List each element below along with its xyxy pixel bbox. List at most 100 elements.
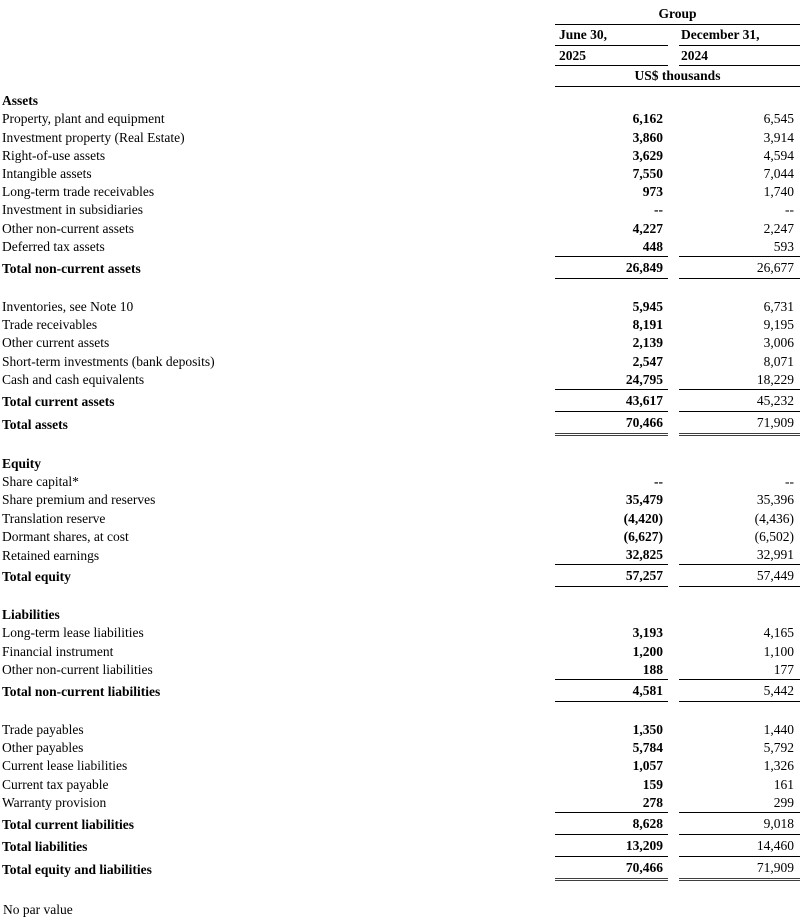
value-2024: 2,247 xyxy=(763,220,794,236)
column-gap xyxy=(668,794,679,813)
value-2024: (4,436) xyxy=(754,510,794,526)
value-2024: 1,440 xyxy=(763,722,794,738)
value-2024: 1,740 xyxy=(763,184,794,200)
value-2024: -- xyxy=(785,474,794,490)
row-label: Total assets xyxy=(2,416,68,432)
column-gap xyxy=(668,813,679,835)
value-2025: 35,479 xyxy=(625,492,663,508)
item-row: Right-of-use assets 3,629 4,594 xyxy=(0,147,800,165)
total-row: Total liabilities 13,209 14,460 xyxy=(0,834,800,858)
row-label: Short-term investments (bank deposits) xyxy=(2,353,215,369)
value-2025: 5,945 xyxy=(632,299,663,315)
row-label: Total equity and liabilities xyxy=(2,861,152,877)
column-gap xyxy=(668,643,679,661)
row-label: Assets xyxy=(2,93,38,109)
value-2024: 57,449 xyxy=(679,564,800,588)
row-label: Right-of-use assets xyxy=(2,147,106,163)
row-label: Translation reserve xyxy=(2,510,106,526)
value-2024 xyxy=(679,455,800,473)
value-2024: 71,909 xyxy=(679,411,800,437)
row-label: Liabilities xyxy=(2,607,60,623)
column-gap xyxy=(668,606,679,624)
column-gap xyxy=(668,473,679,491)
value-2025: 8,628 xyxy=(555,812,668,836)
value-2025: (4,420) xyxy=(623,510,663,526)
value-2025 xyxy=(555,92,668,110)
column-gap xyxy=(668,220,679,238)
value-2025: 5,784 xyxy=(632,740,663,756)
item-row: Trade receivables 8,191 9,195 xyxy=(0,316,800,334)
row-label: Investment in subsidiaries xyxy=(2,202,143,218)
column-gap xyxy=(668,334,679,352)
value-2024: 9,018 xyxy=(679,812,800,836)
section-header-row: Equity xyxy=(0,455,800,473)
column-gap xyxy=(668,739,679,757)
row-label: Equity xyxy=(2,456,42,472)
value-2024: 299 xyxy=(679,793,800,814)
row-label: Retained earnings xyxy=(2,547,100,563)
item-row: Translation reserve (4,420) (4,436) xyxy=(0,510,800,528)
value-2025: 2,139 xyxy=(632,335,663,351)
item-row: Short-term investments (bank deposits) 2,… xyxy=(0,353,800,371)
date-header-row: June 30, December 31, xyxy=(0,24,800,46)
item-row: Other current assets 2,139 3,006 xyxy=(0,334,800,352)
column-gap xyxy=(668,624,679,642)
value-2024 xyxy=(679,92,800,110)
value-2024: 4,165 xyxy=(763,625,794,641)
column-gap xyxy=(668,92,679,110)
value-2024: 71,909 xyxy=(679,856,800,882)
header-spacer-cell xyxy=(0,66,555,87)
column-gap xyxy=(668,776,679,794)
spacer-row xyxy=(0,587,800,607)
value-2024: 8,071 xyxy=(763,353,794,369)
value-2025: 7,550 xyxy=(632,166,663,181)
row-label: Share capital* xyxy=(2,474,79,490)
value-2024: 5,442 xyxy=(679,679,800,703)
column-gap xyxy=(668,129,679,147)
column-gap xyxy=(668,390,679,412)
value-2025: 2,547 xyxy=(632,353,663,369)
row-label: Total non-current liabilities xyxy=(2,683,161,699)
total-row: Total non-current liabilities 4,581 5,442 xyxy=(0,679,800,703)
col-2024-date-header: December 31, xyxy=(679,24,800,46)
row-label: Total liabilities xyxy=(2,838,88,854)
row-label: Other payables xyxy=(2,740,84,756)
column-gap xyxy=(668,316,679,334)
column-gap xyxy=(668,371,679,390)
item-row: Share premium and reserves 35,479 35,396 xyxy=(0,491,800,509)
value-2025 xyxy=(555,455,668,473)
value-2024: (6,502) xyxy=(754,528,794,544)
value-2025: 448 xyxy=(555,237,668,258)
value-2025: 278 xyxy=(555,793,668,814)
value-2025: 70,466 xyxy=(555,856,668,882)
value-2024: 161 xyxy=(773,776,794,792)
column-gap xyxy=(668,201,679,219)
spacer-row xyxy=(0,435,800,456)
value-2025: -- xyxy=(654,202,663,218)
row-label: Long-term lease liabilities xyxy=(2,625,144,641)
row-label: Financial instrument xyxy=(2,643,114,659)
row-label: Warranty provision xyxy=(2,795,107,811)
value-2025: 26,849 xyxy=(555,256,668,280)
group-header: Group xyxy=(555,4,800,25)
value-2025: 70,466 xyxy=(555,411,668,437)
item-row: Financial instrument 1,200 1,100 xyxy=(0,643,800,661)
statement-body: Assets Property, plant and equipment 6,162… xyxy=(0,92,800,882)
item-row: Long-term trade receivables 973 1,740 xyxy=(0,183,800,201)
value-2025: 3,193 xyxy=(632,625,663,641)
column-gap xyxy=(668,165,679,183)
item-row: Inventories, see Note 10 5,945 6,731 xyxy=(0,298,800,316)
item-row: Current lease liabilities 1,057 1,326 xyxy=(0,757,800,775)
item-row: Warranty provision 278 299 xyxy=(0,793,800,814)
total-row: Total current liabilities 8,628 9,018 xyxy=(0,812,800,836)
column-gap xyxy=(668,147,679,165)
value-2025: 3,860 xyxy=(632,129,663,145)
column-gap xyxy=(668,298,679,316)
column-gap xyxy=(668,835,679,857)
value-2024: 35,396 xyxy=(756,492,794,508)
item-row: Dormant shares, at cost (6,627) (6,502) xyxy=(0,528,800,546)
column-gap xyxy=(668,680,679,702)
value-2024: 3,006 xyxy=(763,335,794,351)
value-2024: 18,229 xyxy=(679,370,800,391)
value-2025: 4,227 xyxy=(632,220,663,236)
